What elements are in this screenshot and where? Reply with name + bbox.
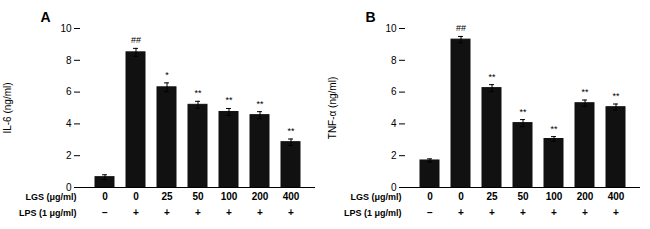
svg-text:200: 200	[577, 191, 594, 202]
svg-text:25: 25	[161, 191, 173, 202]
svg-text:400: 400	[283, 191, 300, 202]
svg-text:+: +	[195, 207, 201, 218]
svg-text:+: +	[582, 207, 588, 218]
svg-text:##: ##	[456, 23, 466, 33]
svg-text:6: 6	[391, 86, 397, 97]
svg-text:50: 50	[192, 191, 204, 202]
svg-text:**: **	[225, 95, 233, 105]
svg-text:+: +	[551, 207, 557, 218]
svg-text:0: 0	[102, 191, 108, 202]
svg-text:10: 10	[385, 23, 397, 34]
svg-text:2: 2	[391, 150, 397, 161]
svg-text:*: *	[165, 70, 169, 80]
svg-text:4: 4	[66, 118, 72, 129]
svg-text:+: +	[458, 207, 464, 218]
svg-text:+: +	[489, 207, 495, 218]
svg-text:10: 10	[60, 23, 72, 34]
svg-text:25: 25	[486, 191, 498, 202]
svg-text:LGS (μg/ml): LGS (μg/ml)	[25, 192, 76, 202]
svg-text:200: 200	[252, 191, 269, 202]
svg-text:LGS (μg/ml): LGS (μg/ml)	[350, 192, 401, 202]
svg-text:A: A	[41, 9, 51, 25]
svg-text:−: −	[102, 207, 108, 218]
svg-text:0: 0	[458, 191, 464, 202]
svg-text:**: **	[612, 91, 620, 101]
svg-text:##: ##	[131, 35, 141, 45]
svg-text:0: 0	[65, 181, 72, 193]
svg-text:400: 400	[608, 191, 625, 202]
svg-text:+: +	[257, 207, 263, 218]
svg-text:+: +	[520, 207, 526, 218]
svg-text:100: 100	[221, 191, 238, 202]
svg-text:B: B	[366, 9, 376, 25]
svg-text:+: +	[226, 207, 232, 218]
svg-text:100: 100	[546, 191, 563, 202]
svg-text:+: +	[164, 207, 170, 218]
svg-text:+: +	[288, 207, 294, 218]
svg-text:LPS (1 μg/ml): LPS (1 μg/ml)	[344, 208, 402, 218]
svg-text:−: −	[427, 207, 433, 218]
svg-text:IL-6 (ng/ml): IL-6 (ng/ml)	[2, 82, 13, 133]
svg-text:**: **	[287, 126, 295, 136]
svg-text:50: 50	[517, 191, 529, 202]
svg-text:**: **	[550, 124, 558, 134]
svg-text:+: +	[613, 207, 619, 218]
svg-text:+: +	[133, 207, 139, 218]
svg-text:**: **	[581, 87, 589, 97]
svg-text:4: 4	[391, 118, 397, 129]
svg-text:0: 0	[427, 191, 433, 202]
svg-text:**: **	[256, 99, 264, 109]
svg-text:8: 8	[391, 55, 397, 66]
svg-text:6: 6	[66, 86, 72, 97]
svg-text:**: **	[194, 88, 202, 98]
svg-text:**: **	[519, 107, 527, 117]
svg-text:TNF-α (ng/ml): TNF-α (ng/ml)	[327, 77, 338, 139]
svg-text:8: 8	[66, 55, 72, 66]
svg-text:**: **	[488, 72, 496, 82]
svg-text:0: 0	[133, 191, 139, 202]
svg-text:2: 2	[66, 150, 72, 161]
svg-text:0: 0	[390, 181, 397, 193]
svg-text:LPS (1 μg/ml): LPS (1 μg/ml)	[19, 208, 77, 218]
